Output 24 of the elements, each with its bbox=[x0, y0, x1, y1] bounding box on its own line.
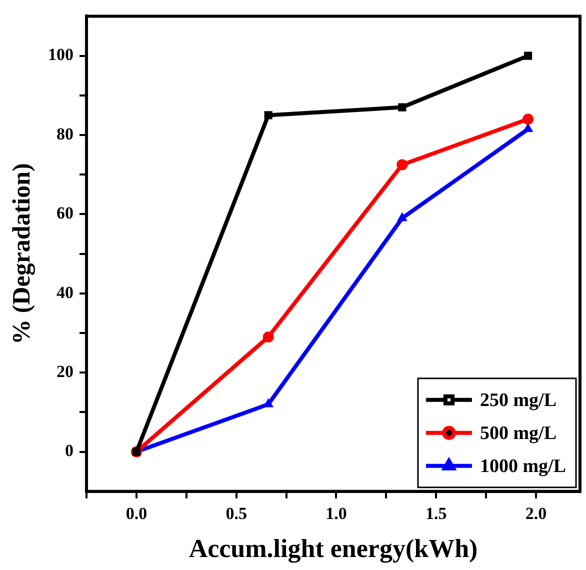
point bbox=[264, 111, 272, 120]
point bbox=[524, 52, 532, 60]
point bbox=[522, 114, 534, 125]
y-tick-label: 80 bbox=[56, 124, 74, 144]
legend-label: 500 mg/L bbox=[480, 422, 556, 444]
x-tick-label: 0.5 bbox=[226, 504, 247, 523]
legend-label: 250 mg/L bbox=[480, 390, 556, 411]
y-tick-label: 100 bbox=[48, 45, 74, 64]
x-tick-label: 1.0 bbox=[326, 504, 347, 523]
x-tick-label: 0.0 bbox=[126, 504, 148, 523]
x-tick-label: 1.5 bbox=[426, 504, 447, 523]
point bbox=[262, 331, 274, 342]
y-tick-label: 20 bbox=[56, 362, 74, 381]
y-tick-label: 40 bbox=[56, 282, 74, 302]
point bbox=[396, 159, 408, 170]
legend-label: 1000 mg/L bbox=[480, 456, 566, 477]
y-axis-title: % (Degradation) bbox=[8, 163, 36, 344]
x-axis-title: Accum.light energy(kWh) bbox=[188, 534, 478, 564]
point bbox=[398, 103, 406, 112]
y-tick-label: 0 bbox=[65, 441, 74, 460]
point bbox=[523, 124, 533, 132]
y-tick-label: 60 bbox=[56, 204, 74, 223]
point bbox=[397, 212, 408, 222]
x-tick-label: 2.0 bbox=[525, 504, 547, 523]
